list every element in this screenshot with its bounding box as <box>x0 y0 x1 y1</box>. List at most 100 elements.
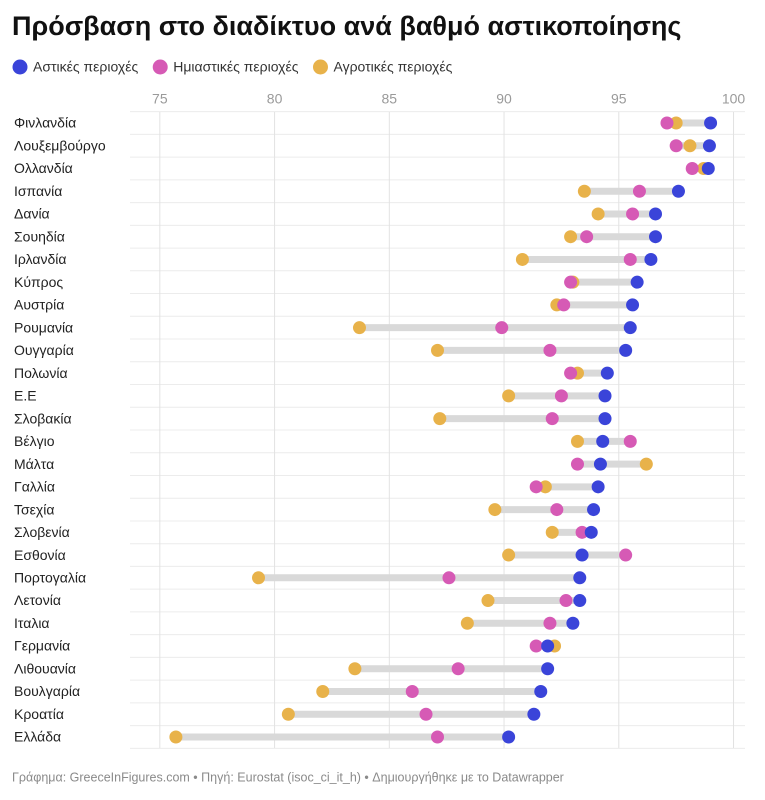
category-label: Βέλγιο <box>14 433 55 449</box>
dot <box>598 389 612 403</box>
dot <box>704 116 718 130</box>
x-tick-label: 100 <box>722 91 746 107</box>
dot <box>649 207 663 221</box>
dot <box>433 412 447 426</box>
dot <box>538 480 552 494</box>
dot <box>564 230 578 244</box>
category-label: Πολωνία <box>14 365 68 381</box>
category-label: Σλοβακία <box>14 410 72 426</box>
dot <box>281 707 295 721</box>
dot <box>554 389 568 403</box>
x-tick-label: 90 <box>496 91 512 107</box>
dot <box>660 116 674 130</box>
category-label: Ιταλια <box>14 615 50 631</box>
category-label: Βουλγαρία <box>14 683 80 699</box>
dot <box>570 457 584 471</box>
category-label: Εσθονία <box>14 547 66 563</box>
dot <box>573 571 587 585</box>
source-note: Γράφημα: GreeceInFigures.com • Πηγή: Eur… <box>12 770 564 784</box>
x-tick-label: 95 <box>611 91 627 107</box>
dot <box>623 321 637 335</box>
category-label: Αυστρία <box>14 297 64 313</box>
category-label: Σλοβενία <box>14 524 70 540</box>
dot <box>431 730 444 744</box>
category-label: Λιθουανία <box>14 660 76 676</box>
dot <box>591 207 605 221</box>
dot <box>419 707 433 721</box>
dot <box>557 298 571 312</box>
dot <box>639 457 653 471</box>
legend-swatch <box>312 59 328 75</box>
dot <box>515 252 529 266</box>
legend-label: Ημιαστικές περιοχές <box>173 59 299 75</box>
dot <box>545 412 559 426</box>
dot <box>619 343 633 357</box>
dot <box>488 503 502 517</box>
category-label: Δανία <box>14 206 50 222</box>
dot <box>600 366 614 380</box>
dot <box>598 412 612 426</box>
dot <box>577 184 591 198</box>
dot <box>701 161 715 175</box>
dot <box>630 275 644 289</box>
dot <box>649 230 663 244</box>
category-label: Κύπρος <box>14 274 63 290</box>
category-label: Γερμανία <box>14 638 70 654</box>
dot <box>685 161 699 175</box>
category-label: Σουηδία <box>14 228 65 244</box>
dot <box>669 116 683 130</box>
category-label: Ιρλανδία <box>14 251 66 267</box>
dot <box>669 139 683 153</box>
dot <box>566 616 580 630</box>
category-label: Πορτογαλία <box>14 570 86 586</box>
category-label: Λετονία <box>14 592 61 608</box>
dot <box>316 685 330 698</box>
dot <box>671 184 685 198</box>
dot <box>564 275 578 289</box>
dot <box>570 434 584 448</box>
legend-label: Αστικές περιοχές <box>33 59 138 75</box>
dot <box>543 616 557 630</box>
legend-label: Αγροτικές περιοχές <box>333 59 452 75</box>
dot <box>632 184 646 198</box>
dot <box>543 343 557 357</box>
dot <box>623 252 637 266</box>
dot <box>534 685 548 698</box>
dot <box>252 571 266 585</box>
dot <box>575 548 589 562</box>
category-label: Γαλλία <box>14 479 55 495</box>
dot <box>575 525 589 539</box>
dot <box>550 503 564 517</box>
dot <box>584 525 598 539</box>
dot <box>619 548 633 562</box>
category-label: Ολλανδία <box>14 160 73 176</box>
x-tick-label: 75 <box>152 91 168 107</box>
legend-swatch <box>12 59 28 75</box>
category-label: Ελλάδα <box>14 729 61 745</box>
category-label: Μάλτα <box>14 456 54 472</box>
category-label: Φινλανδία <box>14 115 76 131</box>
dot <box>545 525 559 539</box>
dot <box>495 321 509 335</box>
dot <box>431 343 444 357</box>
dot <box>626 298 640 312</box>
chart-title: Πρόσβαση στο διαδίκτυο ανά βαθμό αστικοπ… <box>12 11 681 41</box>
dot <box>626 207 640 221</box>
x-tick-label: 85 <box>382 91 398 107</box>
dot <box>527 707 541 721</box>
dot <box>564 366 578 380</box>
dot <box>348 662 362 676</box>
dot <box>529 480 543 494</box>
dot <box>481 594 495 608</box>
dot <box>541 662 555 676</box>
x-tick-label: 80 <box>267 91 283 107</box>
dot <box>559 594 573 608</box>
category-label: Ισπανία <box>14 183 62 199</box>
dot <box>169 730 183 744</box>
category-label: Λουξεμβούργο <box>14 137 106 153</box>
category-label: Ουγγαρία <box>14 342 74 358</box>
dot <box>591 480 605 494</box>
dot <box>580 230 594 244</box>
dot <box>460 616 474 630</box>
